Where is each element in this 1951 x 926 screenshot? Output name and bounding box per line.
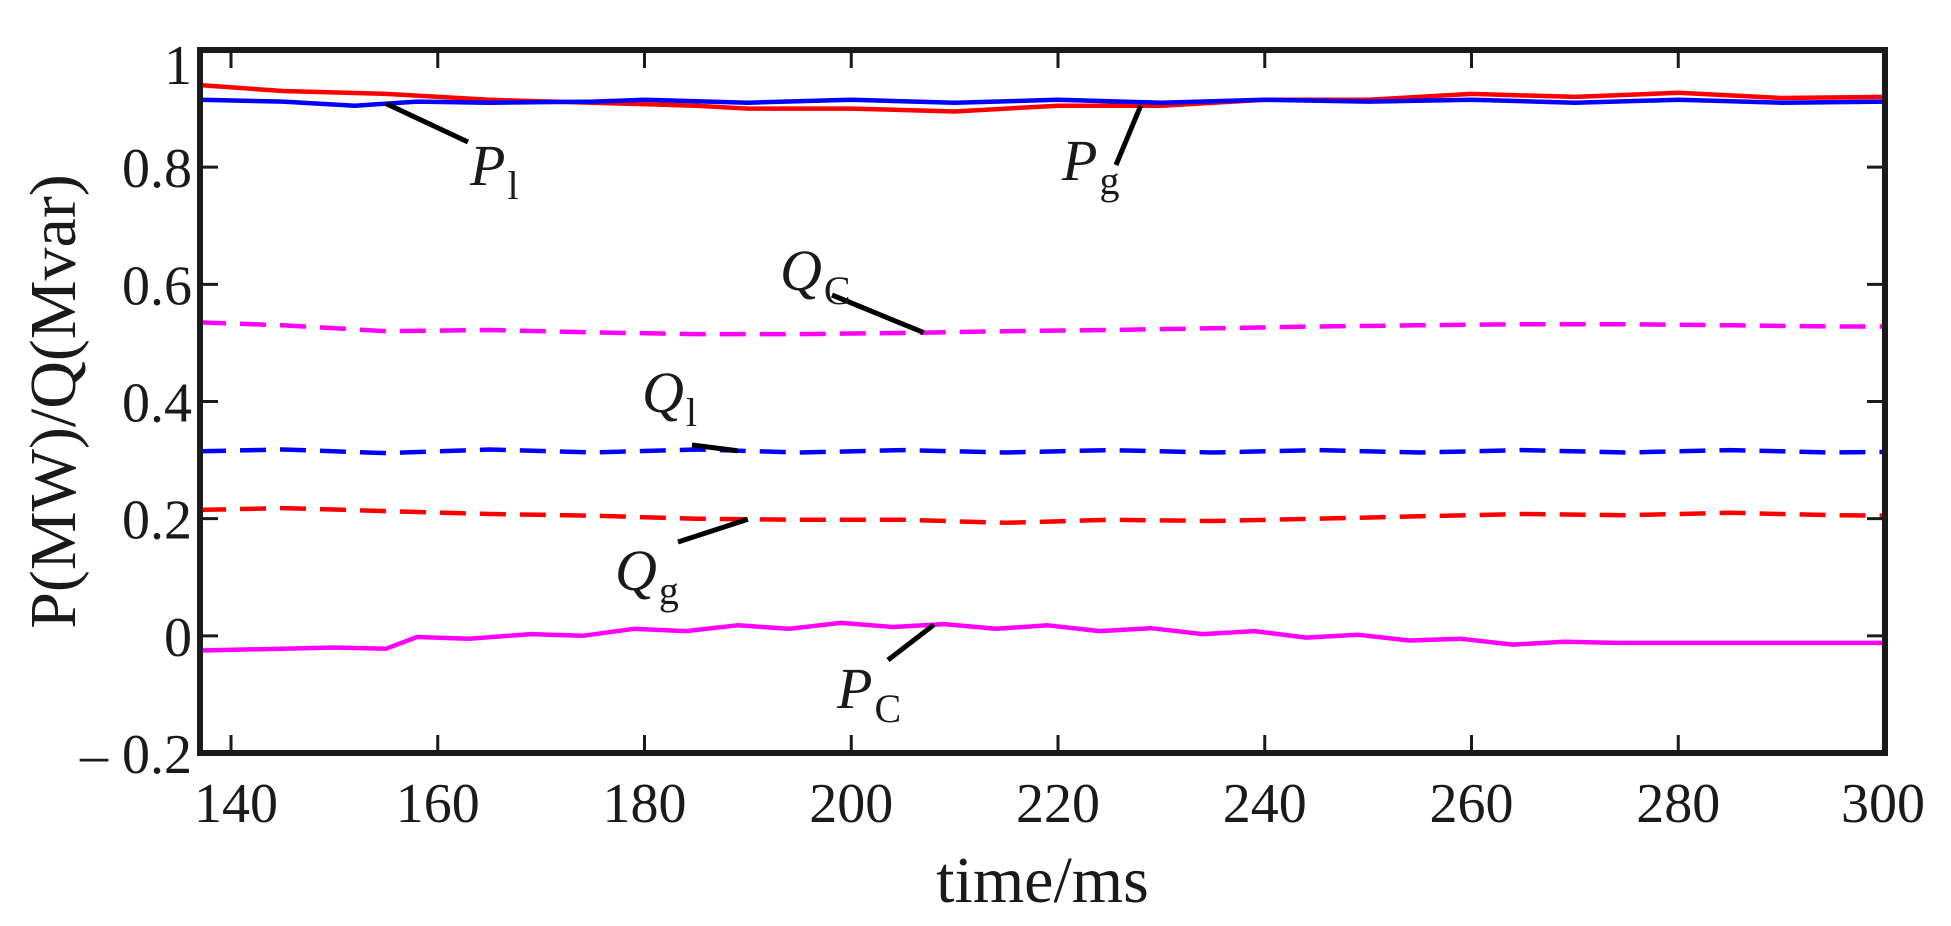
annotation-leader-q-c — [831, 292, 925, 335]
series-line-p-l — [199, 97, 1886, 108]
annotation-main-q-l: Q — [642, 360, 684, 425]
annotation-main-q-g: Q — [615, 538, 657, 603]
plot-frame — [197, 47, 1888, 756]
annotation-leader-p-c — [886, 622, 936, 662]
y-tick-label: 0.4 — [122, 373, 192, 435]
annotation-sub-q-g: g — [659, 568, 679, 613]
annotation-label-p-l: Pl — [469, 133, 519, 208]
x-tick-label: 240 — [1223, 773, 1307, 835]
series-line-q-c — [199, 320, 1885, 337]
annotation-leader-q-l — [691, 442, 738, 454]
annotation-sub-p-l: l — [507, 163, 518, 208]
annotation-leader-p-l — [385, 101, 470, 145]
annotation-label-q-c: QC — [780, 238, 851, 313]
annotation-label-q-l: Ql — [642, 360, 697, 435]
series-line-q-l — [199, 447, 1886, 456]
y-tick-label: 0.2 — [122, 490, 192, 552]
y-axis-title: P(MW)/Q(Mvar) — [17, 174, 90, 629]
ticks-layer: 140 160 180 200 220 240 260 280 300 – 0.2 0 0.2 0.4 0… — [79, 35, 1925, 835]
x-tick-label: 200 — [809, 773, 893, 835]
annotation-leader-p-g — [1113, 104, 1144, 166]
annotation-sub-p-g: g — [1099, 158, 1119, 203]
x-tick-label: 180 — [603, 773, 687, 835]
annotation-label-p-g: Pg — [1061, 128, 1119, 203]
annotation-label-q-g: Qg — [615, 538, 679, 613]
x-tick-label: 160 — [396, 773, 480, 835]
annotation-sub-q-l: l — [686, 390, 697, 435]
y-tick-label: – 0.2 — [79, 724, 192, 786]
series-line-p-c — [199, 620, 1885, 653]
x-tick-label: 140 — [194, 773, 278, 835]
series-layer — [199, 82, 1886, 653]
y-tick-label: 0.6 — [122, 255, 192, 317]
annotation-leader-q-g — [677, 516, 749, 545]
y-tick-label: 1 — [164, 35, 192, 97]
y-tick-label: 0 — [164, 607, 192, 669]
x-tick-label: 280 — [1636, 773, 1720, 835]
x-tick-label: 300 — [1841, 773, 1925, 835]
x-axis-title: time/ms — [936, 844, 1149, 917]
x-tick-label: 220 — [1016, 773, 1100, 835]
annotation-label-p-c: PC — [836, 656, 901, 731]
annotation-sub-q-c: C — [824, 268, 851, 313]
annotation-main-p-l: P — [469, 133, 505, 198]
annotation-main-q-c: Q — [780, 238, 822, 303]
series-line-p-g — [199, 82, 1886, 114]
annotation-sub-p-c: C — [874, 686, 901, 731]
series-line-q-g — [199, 505, 1886, 526]
annotation-main-p-c: P — [836, 656, 872, 721]
y-tick-label: 0.8 — [122, 138, 192, 200]
x-tick-label: 260 — [1430, 773, 1514, 835]
annotation-main-p-g: P — [1061, 128, 1097, 193]
